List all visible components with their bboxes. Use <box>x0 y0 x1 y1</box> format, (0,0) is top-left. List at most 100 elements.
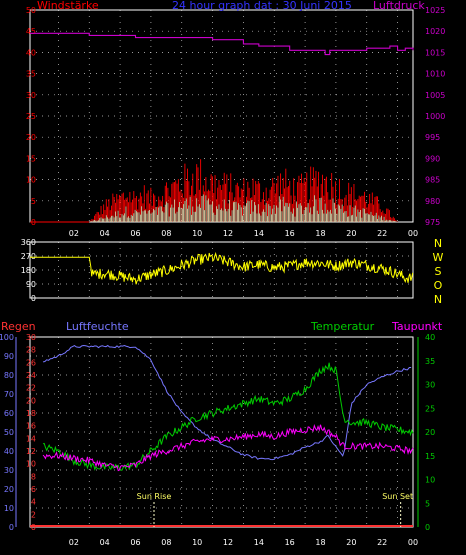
temperature-tick-label: 40 <box>425 333 435 342</box>
compass-label: S <box>435 265 442 278</box>
pressure-tick-label: 985 <box>425 176 440 185</box>
climate-x-tick: 08 <box>161 538 171 547</box>
temperature-tick-label: 35 <box>425 357 435 366</box>
temperatur-label: Temperatur <box>311 320 375 333</box>
pressure-line <box>30 32 414 56</box>
wind-x-tick: 22 <box>377 229 387 238</box>
regen-label: Regen <box>1 320 36 333</box>
pressure-tick-label: 1025 <box>425 6 445 15</box>
humidity-tick-label: 20 <box>4 485 14 494</box>
compass-label: N <box>434 237 442 250</box>
humidity-line <box>42 344 412 461</box>
temperature-tick-label: 25 <box>425 404 435 413</box>
direction-tick-label: 360 <box>21 238 36 247</box>
climate-x-tick: 12 <box>223 538 233 547</box>
compass-label: O <box>434 279 443 292</box>
climate-x-tick: 04 <box>100 538 110 547</box>
compass-label: N <box>434 293 442 306</box>
wind-tick-label: 25 <box>26 112 36 121</box>
sunrise-label: Sun Rise <box>137 492 172 501</box>
climate-x-tick: 00 <box>408 538 418 547</box>
dewpoint-line <box>42 423 414 472</box>
rain-tick-label: 20 <box>26 396 36 405</box>
temperature-tick-label: 0 <box>425 523 430 532</box>
rain-tick-label: 30 <box>26 333 36 342</box>
rain-tick-label: 2 <box>31 510 36 519</box>
humidity-tick-label: 60 <box>4 409 14 418</box>
wind-tick-label: 10 <box>26 176 36 185</box>
direction-line <box>30 251 414 285</box>
wind-tick-label: 40 <box>26 48 36 57</box>
humidity-tick-label: 80 <box>4 371 14 380</box>
temperature-tick-label: 10 <box>425 476 435 485</box>
climate-x-tick: 10 <box>192 538 202 547</box>
wind-tick-label: 30 <box>26 91 36 100</box>
wind-tick-label: 45 <box>26 27 36 36</box>
pressure-tick-label: 1010 <box>425 70 445 79</box>
humidity-tick-label: 100 <box>0 333 14 342</box>
humidity-tick-label: 90 <box>4 352 14 361</box>
wind-x-tick: 10 <box>192 229 202 238</box>
climate-panel-frame <box>29 336 414 528</box>
direction-tick-label: 0 <box>31 294 36 303</box>
climate-x-tick: 02 <box>69 538 79 547</box>
rain-tick-label: 0 <box>31 523 36 532</box>
compass-label: W <box>433 251 444 264</box>
rain-tick-label: 4 <box>31 498 36 507</box>
wind-tick-label: 15 <box>26 154 36 163</box>
rain-tick-label: 12 <box>26 447 36 456</box>
wind-x-tick: 16 <box>285 229 295 238</box>
direction-tick-label: 90 <box>26 280 36 289</box>
rain-tick-label: 8 <box>31 472 36 481</box>
rain-tick-label: 26 <box>26 358 36 367</box>
wind-x-tick: 12 <box>223 229 233 238</box>
pressure-axis-label: Luftdruck <box>373 0 425 12</box>
pressure-tick-label: 1005 <box>425 91 445 100</box>
wind-axis-label: Windstärke <box>37 0 99 12</box>
sunset-label: Sun Set <box>382 492 413 501</box>
wind-tick-label: 20 <box>26 133 36 142</box>
taupunkt-label: Taupunkt <box>392 320 443 333</box>
wind-tick-label: 5 <box>31 197 36 206</box>
climate-x-tick: 22 <box>377 538 387 547</box>
rain-tick-label: 6 <box>31 485 36 494</box>
climate-x-tick: 18 <box>315 538 325 547</box>
pressure-tick-label: 1000 <box>425 112 445 121</box>
humidity-tick-label: 0 <box>9 523 14 532</box>
wind-x-tick: 18 <box>315 229 325 238</box>
wind-x-tick: 02 <box>69 229 79 238</box>
rain-tick-label: 18 <box>26 409 36 418</box>
rain-tick-label: 24 <box>26 371 36 380</box>
pressure-tick-label: 995 <box>425 133 440 142</box>
climate-x-tick: 14 <box>254 538 264 547</box>
humidity-tick-label: 10 <box>4 504 14 513</box>
temperature-tick-label: 30 <box>425 381 435 390</box>
climate-x-tick: 06 <box>130 538 140 547</box>
direction-tick-label: 270 <box>21 252 36 261</box>
pressure-tick-label: 990 <box>425 154 440 163</box>
temperature-tick-label: 20 <box>425 428 435 437</box>
wind-x-tick: 20 <box>346 229 356 238</box>
temperature-tick-label: 15 <box>425 452 435 461</box>
rain-tick-label: 16 <box>26 422 36 431</box>
wind-x-tick: 14 <box>254 229 264 238</box>
pressure-tick-label: 980 <box>425 197 440 206</box>
wind-x-tick: 00 <box>408 229 418 238</box>
rain-tick-label: 28 <box>26 346 36 355</box>
rain-tick-label: 14 <box>26 434 36 443</box>
humidity-tick-label: 40 <box>4 447 14 456</box>
wind-tick-label: 50 <box>26 6 36 15</box>
direction-tick-label: 180 <box>21 266 36 275</box>
humidity-tick-label: 50 <box>4 428 14 437</box>
humidity-tick-label: 70 <box>4 390 14 399</box>
direction-panel-frame <box>29 241 414 299</box>
climate-x-tick: 16 <box>285 538 295 547</box>
temperature-tick-label: 5 <box>425 499 430 508</box>
temperature-line <box>42 362 414 471</box>
humidity-tick-label: 30 <box>4 466 14 475</box>
pressure-tick-label: 975 <box>425 218 440 227</box>
pressure-tick-label: 1020 <box>425 27 445 36</box>
rain-tick-label: 10 <box>26 460 36 469</box>
